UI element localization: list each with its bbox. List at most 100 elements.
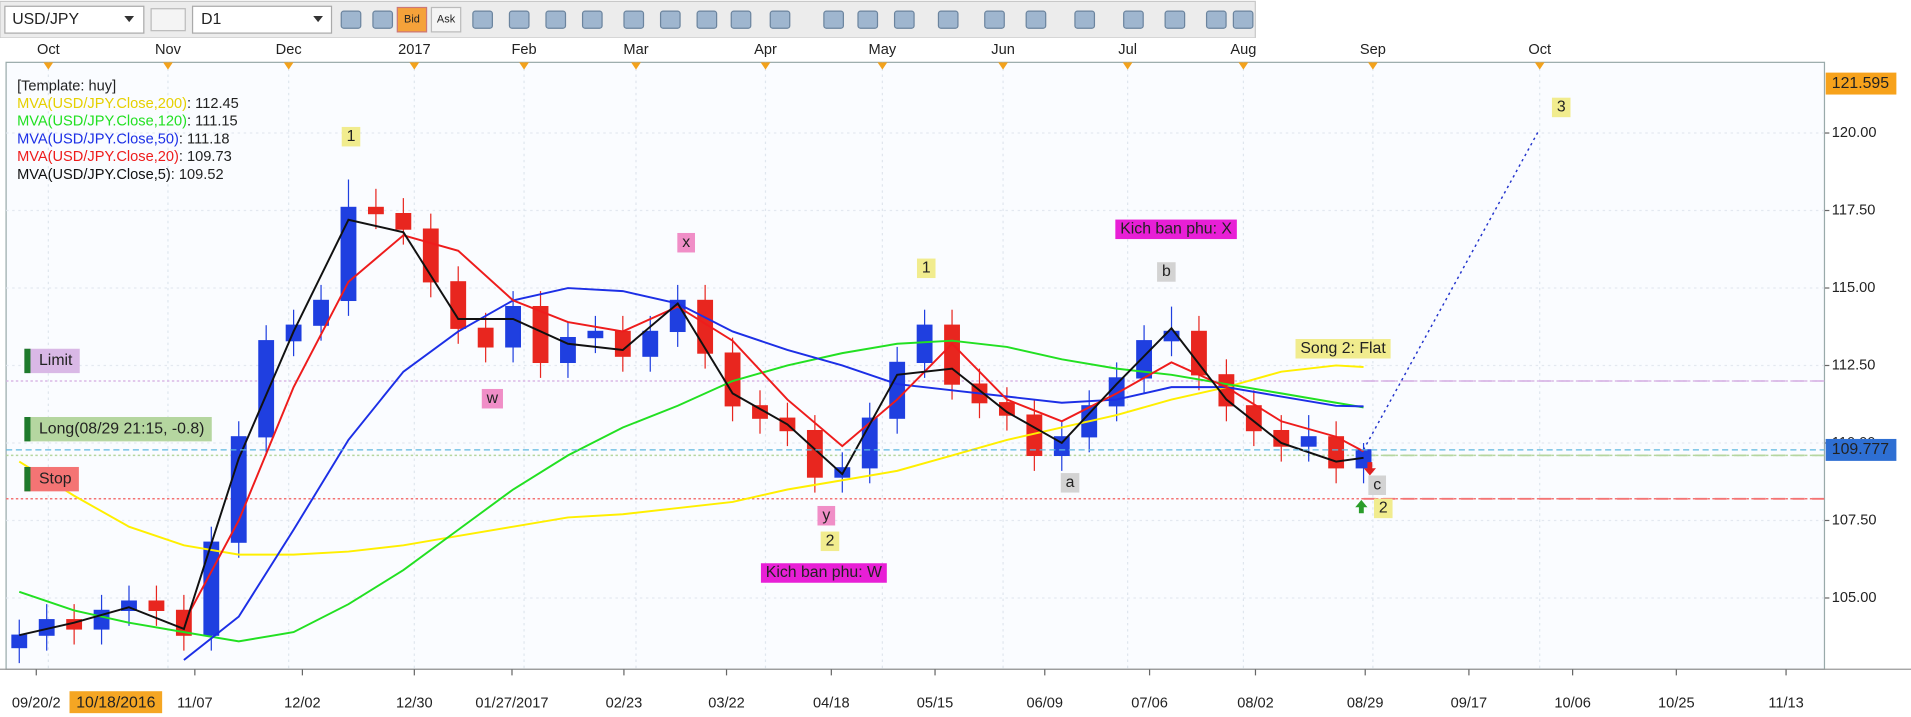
legend-entry: MVA(USD/JPY.Close,5): 109.52 (17, 167, 224, 183)
tool-icon (1205, 10, 1227, 29)
x-tick-label: 07/06 (1131, 695, 1168, 711)
y-tick-label: 105.00 (1832, 590, 1877, 606)
annotation-label: b (1162, 263, 1171, 280)
month-label: Dec (276, 42, 302, 58)
month-label: May (869, 42, 897, 58)
order-label: Limit (39, 352, 73, 369)
symbol: USD/JPY (12, 11, 79, 28)
annotation-box (341, 126, 361, 147)
candle-body (998, 402, 1015, 416)
month-label: Oct (37, 42, 60, 58)
candle-body (203, 541, 220, 636)
y-tick-label: 120.00 (1832, 125, 1877, 141)
candle-body (1300, 436, 1317, 447)
ask-button[interactable] (430, 6, 462, 33)
month-label: Apr (754, 42, 777, 58)
candle-body (1191, 330, 1207, 376)
price-marker-label: 121.595 (1832, 75, 1889, 92)
annotation-box (817, 505, 836, 526)
candle-body (477, 327, 494, 348)
template-label: [Template: huy] (17, 79, 116, 95)
candle-body (1328, 436, 1345, 469)
candle-body (395, 213, 412, 230)
month-tick (998, 62, 1008, 70)
annotation-box (916, 258, 936, 279)
tool-icon (1025, 10, 1047, 29)
bid-button[interactable] (396, 6, 428, 33)
month-tick (1368, 62, 1378, 70)
annotation-box (760, 563, 887, 583)
annotation-label: 1 (922, 260, 931, 277)
candle-body (642, 330, 659, 357)
month-label: Mar (623, 42, 648, 58)
month-tick (760, 62, 771, 70)
month-tick (283, 62, 294, 70)
y-tick-label: 112.50 (1832, 357, 1876, 373)
month-label: Jul (1118, 42, 1137, 58)
x-tick-label: 08/02 (1237, 695, 1274, 711)
annotation-label: 3 (1557, 99, 1566, 116)
x-tick-label: 10/06 (1554, 695, 1591, 711)
month-tick (519, 62, 529, 70)
legend-text: 111.15 (195, 113, 238, 129)
timeframe-select[interactable] (191, 5, 333, 34)
annotation-box (1295, 339, 1391, 359)
annotation-label: 2 (826, 533, 835, 550)
legend-entry: MVA(USD/JPY.Close,200): 112.45 (17, 96, 239, 112)
x-tick-label: 12/02 (284, 695, 321, 711)
candle-body (11, 634, 28, 649)
x-tick-label: 02/23 (606, 695, 643, 711)
tool-icons (340, 10, 1254, 29)
candle-body (1108, 377, 1125, 407)
tool-icon (984, 10, 1005, 29)
candle-body (367, 206, 384, 215)
month-strip (0, 37, 1911, 63)
annotation-box (820, 531, 840, 552)
tool-icon (659, 10, 681, 29)
tool-icon (1123, 10, 1144, 29)
x-tick-label: 05/15 (917, 695, 954, 711)
y-tick-label: 115.00 (1832, 280, 1876, 296)
legend-text: : (179, 131, 187, 147)
tool-icon (857, 10, 879, 29)
tool-icon (372, 10, 394, 29)
month-label: 2017 (398, 42, 431, 58)
annotation-label: x (682, 234, 690, 251)
dropdown-arrow (124, 16, 135, 23)
month-tick (163, 62, 173, 70)
tool-icon (581, 10, 603, 29)
legend-text: MVA(USD/JPY.Close,5) (17, 167, 171, 183)
annotation-box (677, 232, 695, 253)
month-tick (43, 62, 54, 70)
plot (6, 129, 1825, 664)
grid (6, 62, 1825, 670)
annotation-label: w (486, 390, 499, 407)
candle-body (806, 429, 823, 478)
tool-button[interactable] (150, 8, 186, 32)
order-box (24, 466, 79, 492)
toolbar: USD/JPY D1 Bid Ask (0, 0, 1256, 39)
tool-icon (1074, 10, 1096, 29)
price-marker (1825, 438, 1897, 461)
month-label: Aug (1230, 42, 1256, 58)
legend-text: 111.18 (187, 131, 230, 147)
annotation-label: Song 2: Flat (1300, 340, 1386, 357)
legend-text: 112.45 (195, 96, 239, 112)
x-tick-label: 06/09 (1026, 695, 1063, 711)
candle-body (340, 206, 357, 302)
month-label: Sep (1360, 42, 1386, 58)
annotation-label: Kich ban phu: W (766, 564, 882, 581)
month-label: Oct (1528, 42, 1551, 58)
legend-entry: MVA(USD/JPY.Close,120): 111.15 (17, 113, 238, 129)
ma-line (183, 234, 1364, 624)
candle-body (587, 330, 604, 339)
legend-text: MVA(USD/JPY.Close,50) (17, 131, 179, 147)
x-tick-label: 08/29 (1347, 695, 1384, 711)
candle-body (450, 281, 467, 329)
candle-body (230, 436, 247, 543)
annotation-label: 2 (1379, 500, 1388, 517)
candle-body (505, 305, 522, 348)
annotation-label: Kich ban phu: X (1120, 221, 1232, 238)
tool-icon (937, 10, 959, 29)
symbol-select[interactable] (4, 5, 145, 34)
